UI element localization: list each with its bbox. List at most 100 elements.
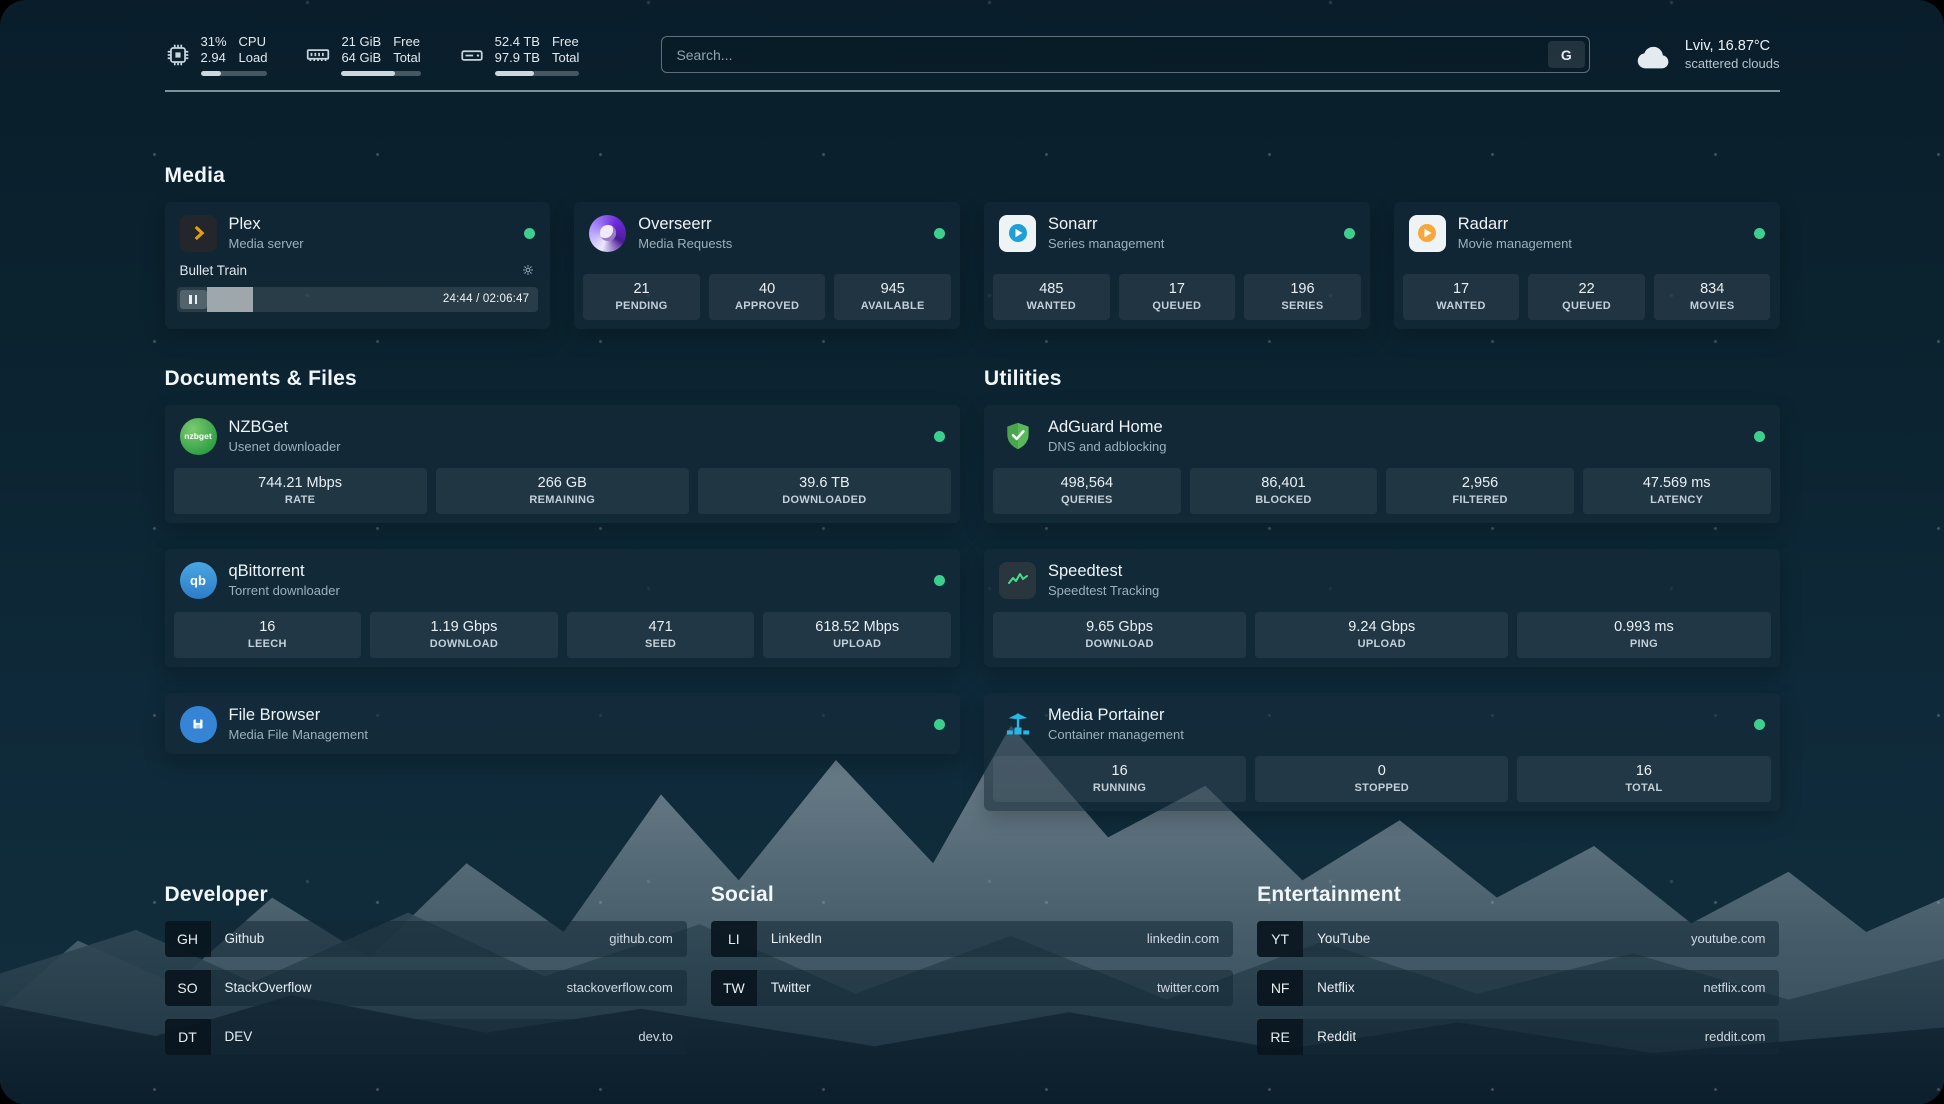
stat-rate: 744.21 Mbps RATE — [173, 467, 427, 514]
memory-total-value: 64 GiB — [341, 50, 382, 65]
status-dot — [934, 430, 945, 442]
playback-progress-bar[interactable] — [206, 286, 539, 312]
speedtest-card[interactable]: Speedtest Speedtest Tracking 9.65 Gbps D… — [984, 548, 1780, 667]
stat-queries: 498,564 QUERIES — [993, 467, 1181, 514]
service-subtitle: Container management — [1048, 727, 1184, 742]
bookmark-url: github.com — [609, 931, 673, 946]
memory-total-label: Total — [393, 50, 421, 65]
stat-blocked: 86,401 BLOCKED — [1189, 467, 1378, 514]
now-playing-title: Bullet Train — [179, 262, 248, 278]
bookmark-name: Netflix — [1317, 980, 1355, 995]
stat-downloaded: 39.6 TB DOWNLOADED — [697, 467, 952, 514]
disk-free-label: Free — [551, 34, 579, 49]
disk-total-value: 97.9 TB — [494, 50, 540, 65]
overseerr-icon — [589, 214, 627, 252]
plex-card[interactable]: Plex Media server Bullet Train — [164, 201, 551, 329]
service-name: Media Portainer — [1048, 706, 1165, 724]
bookmark-url: reddit.com — [1704, 1029, 1766, 1044]
stat-download: 9.65 Gbps DOWNLOAD — [993, 611, 1247, 658]
bookmark-name: Reddit — [1317, 1029, 1357, 1044]
sonarr-card[interactable]: Sonarr Series management 485 WANTED 17 Q… — [984, 201, 1370, 329]
bookmark-github[interactable]: GH Github github.com — [164, 920, 687, 957]
plex-player: 24:44 / 02:06:47 — [176, 286, 539, 312]
disk-total-label: Total — [551, 50, 580, 65]
memory-icon — [305, 42, 331, 68]
overseerr-card[interactable]: Overseerr Media Requests 21 PENDING 40 A… — [574, 201, 960, 329]
bookmark-twitter[interactable]: TW Twitter twitter.com — [710, 969, 1234, 1006]
bookmark-abbr: NF — [1257, 969, 1304, 1006]
settings-icon[interactable] — [521, 263, 535, 277]
bookmark-name: LinkedIn — [770, 931, 822, 946]
radarr-icon — [1408, 214, 1446, 252]
status-dot — [1753, 430, 1765, 442]
bookmark-reddit[interactable]: RE Reddit reddit.com — [1257, 1018, 1780, 1055]
cpu-widget: 31% 2.94 CPU Load — [165, 34, 268, 76]
stat-upload: 9.24 Gbps UPLOAD — [1255, 611, 1509, 658]
search-input[interactable] — [661, 36, 1590, 74]
top-bar: 31% 2.94 CPU Load — [165, 0, 1780, 76]
plex-icon — [179, 214, 217, 252]
adguard-shield-icon — [999, 418, 1036, 455]
portainer-card[interactable]: Media Portainer Container management 16 … — [984, 692, 1780, 811]
search-provider-button[interactable]: G — [1547, 41, 1585, 69]
memory-widget: 21 GiB 64 GiB Free Total — [305, 34, 421, 76]
nzbget-card[interactable]: nzbget NZBGet Usenet downloader 744.21 M… — [164, 404, 960, 523]
weather-widget: Lviv, 16.87°C scattered clouds — [1634, 38, 1780, 71]
service-name: AdGuard Home — [1048, 418, 1163, 436]
bookmark-abbr: RE — [1257, 1018, 1304, 1055]
stat-queued: 17 QUEUED — [1118, 273, 1236, 320]
service-subtitle: Media server — [228, 236, 304, 251]
disk-usage-bar — [494, 71, 580, 76]
stat-pending: 21 PENDING — [583, 273, 700, 320]
bookmark-name: Twitter — [770, 980, 811, 995]
cloud-icon — [1634, 40, 1674, 70]
stat-series: 196 SERIES — [1244, 273, 1361, 320]
portainer-icon — [999, 706, 1036, 743]
service-name: Plex — [228, 215, 261, 233]
bookmark-abbr: YT — [1257, 920, 1304, 957]
service-subtitle: Media File Management — [228, 727, 368, 742]
service-subtitle: Movie management — [1457, 236, 1572, 251]
section-title-utilities: Utilities — [984, 366, 1062, 390]
sonarr-icon — [999, 214, 1036, 252]
bookmark-netflix[interactable]: NF Netflix netflix.com — [1257, 969, 1780, 1006]
cpu-usage-label: CPU — [238, 34, 266, 49]
bookmark-abbr: LI — [710, 920, 757, 957]
bookmark-url: linkedin.com — [1146, 931, 1220, 946]
service-subtitle: Torrent downloader — [228, 583, 340, 598]
stat-leech: 16 LEECH — [173, 611, 362, 658]
status-dot — [934, 718, 945, 730]
service-subtitle: Series management — [1048, 236, 1165, 251]
stat-stopped: 0 STOPPED — [1255, 755, 1509, 802]
bookmark-url: youtube.com — [1691, 931, 1766, 946]
stat-remaining: 266 GB REMAINING — [435, 467, 689, 514]
pause-button[interactable] — [179, 289, 207, 309]
bookmark-youtube[interactable]: YT YouTube youtube.com — [1257, 920, 1780, 957]
service-subtitle: Speedtest Tracking — [1048, 583, 1160, 598]
service-name: Radarr — [1457, 215, 1509, 233]
playback-time: 24:44 / 02:06:47 — [442, 293, 530, 305]
adguard-card[interactable]: AdGuard Home DNS and adblocking 498,564 … — [984, 404, 1780, 523]
speedtest-icon — [999, 561, 1036, 599]
cpu-usage-value: 31% — [200, 34, 227, 49]
cpu-load-label: Load — [238, 50, 268, 65]
filebrowser-card[interactable]: File Browser Media File Management — [164, 692, 960, 754]
status-dot — [1753, 718, 1765, 730]
bookmark-stackoverflow[interactable]: SO StackOverflow stackoverflow.com — [164, 969, 687, 1006]
stat-upload: 618.52 Mbps UPLOAD — [763, 611, 951, 658]
bookmark-abbr: DT — [164, 1018, 211, 1055]
stat-latency: 47.569 ms LATENCY — [1582, 467, 1771, 514]
status-dot — [934, 227, 945, 239]
bookmark-abbr: GH — [164, 920, 211, 957]
bookmark-abbr: SO — [164, 969, 211, 1006]
stat-seed: 471 SEED — [566, 611, 755, 658]
service-subtitle: Usenet downloader — [228, 439, 341, 454]
bookmark-dev[interactable]: DT DEV dev.to — [164, 1018, 687, 1055]
bookmark-linkedin[interactable]: LI LinkedIn linkedin.com — [710, 920, 1234, 957]
radarr-card[interactable]: Radarr Movie management 17 WANTED 22 QUE… — [1393, 201, 1780, 329]
cpu-load-value: 2.94 — [200, 50, 226, 65]
bookmark-url: stackoverflow.com — [566, 980, 673, 995]
qbittorrent-card[interactable]: qb qBittorrent Torrent downloader 16 LEE… — [164, 548, 960, 667]
bookmark-url: twitter.com — [1157, 980, 1220, 995]
